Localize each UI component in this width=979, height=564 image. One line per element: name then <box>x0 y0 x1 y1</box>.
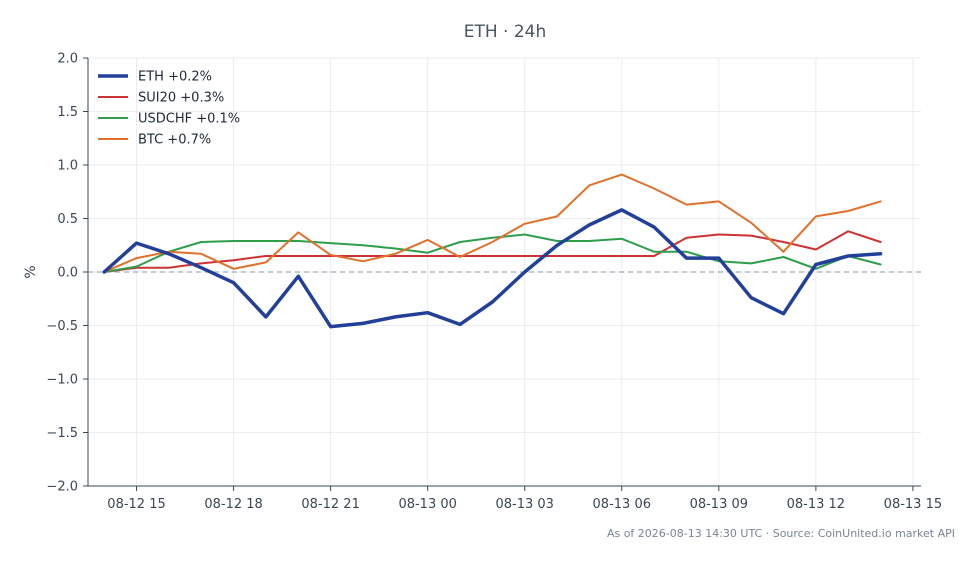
y-tick-label: 1.5 <box>57 105 78 120</box>
x-tick-label: 08-12 15 <box>107 497 165 512</box>
series-line-usdchf <box>103 233 882 273</box>
x-tick-label: 08-13 12 <box>787 497 845 512</box>
series-line-eth <box>102 208 883 329</box>
chart-title: ETH · 24h <box>464 22 547 42</box>
y-tick-label: 0.0 <box>57 266 78 281</box>
y-tick-label: −1.5 <box>46 426 78 441</box>
series-lines <box>102 173 883 329</box>
y-tick-label: −1.0 <box>46 373 78 388</box>
y-axis-ticks: −2.0 −1.5 −1.0 −0.5 0.0 0.5 1.0 1.5 2.0 <box>46 52 88 495</box>
y-axis-label: % <box>23 265 39 278</box>
y-tick-label: −0.5 <box>46 319 78 334</box>
footer-source: As of 2026-08-13 14:30 UTC · Source: Coi… <box>607 527 955 540</box>
legend-label: USDCHF +0.1% <box>138 112 240 127</box>
x-axis-ticks: 08-12 15 08-12 18 08-12 21 08-13 00 08-13 03… <box>107 486 942 512</box>
legend-label: ETH +0.2% <box>138 70 212 85</box>
legend: ETH +0.2% SUI20 +0.3% USDCHF +0.1% BTC +0.7… <box>98 70 240 148</box>
legend-label: BTC +0.7% <box>138 133 211 148</box>
x-tick-label: 08-13 09 <box>690 497 748 512</box>
x-tick-label: 08-12 21 <box>301 497 359 512</box>
x-tick-label: 08-13 03 <box>495 497 553 512</box>
x-tick-label: 08-13 06 <box>593 497 651 512</box>
x-tick-label: 08-13 15 <box>884 497 942 512</box>
y-tick-label: 2.0 <box>57 52 78 67</box>
series-line-sui20 <box>103 230 882 273</box>
y-tick-label: 1.0 <box>57 159 78 174</box>
series-line-btc <box>103 173 882 273</box>
y-tick-label: 0.5 <box>57 212 78 227</box>
x-tick-label: 08-13 00 <box>398 497 456 512</box>
x-tick-label: 08-12 18 <box>204 497 262 512</box>
legend-label: SUI20 +0.3% <box>138 91 224 106</box>
y-tick-label: −2.0 <box>46 480 78 495</box>
